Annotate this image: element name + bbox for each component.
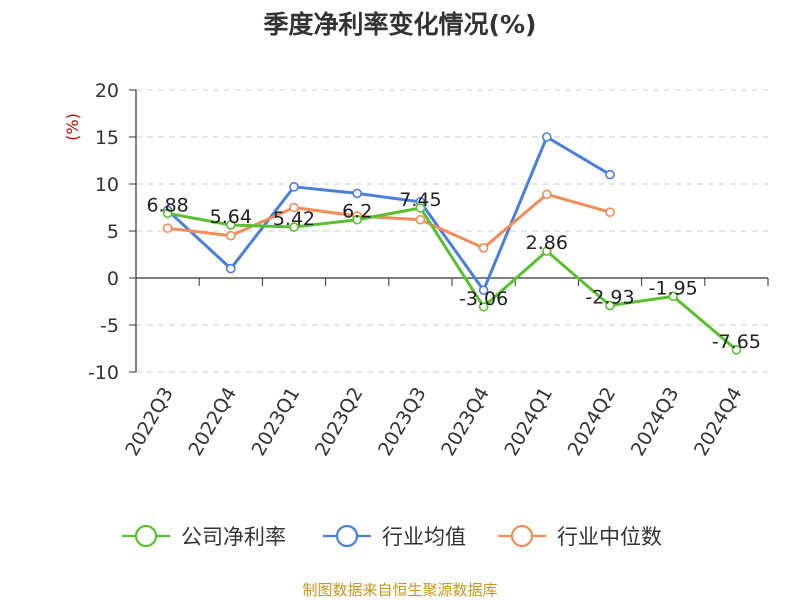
- data-point[interactable]: [541, 189, 552, 200]
- y-tick-label: 5: [107, 221, 119, 243]
- data-point[interactable]: [605, 300, 615, 311]
- data-point[interactable]: [289, 222, 299, 232]
- legend-label[interactable]: 行业中位数: [557, 525, 662, 549]
- x-tick-label: 2024Q3: [627, 384, 684, 460]
- data-label: 6.2: [342, 201, 372, 223]
- legend-marker: [134, 524, 158, 548]
- series-line: [167, 206, 738, 352]
- data-point[interactable]: [289, 182, 299, 192]
- y-tick-label: 15: [95, 127, 119, 149]
- source-note: 制图数据来自恒生聚源数据库: [302, 581, 497, 599]
- data-label: -2.93: [585, 287, 634, 309]
- data-point[interactable]: [162, 223, 173, 233]
- data-point[interactable]: [226, 230, 236, 241]
- x-tick-label: 2022Q3: [121, 384, 178, 460]
- legend[interactable]: 公司净利率 行业均值 行业中位数: [122, 524, 662, 549]
- data-label: -3.06: [459, 288, 508, 310]
- legend-label[interactable]: 公司净利率: [181, 525, 286, 549]
- data-point[interactable]: [605, 207, 615, 217]
- x-tick-label: 2024Q4: [690, 384, 747, 460]
- data-label: -1.95: [649, 277, 698, 299]
- x-tick-label: 2023Q1: [248, 384, 305, 460]
- data-label: 5.42: [273, 208, 315, 230]
- y-tick-label: 20: [95, 80, 119, 102]
- chart-title: 季度净利率变化情况(%): [264, 10, 537, 39]
- data-point[interactable]: [352, 214, 363, 225]
- data-point[interactable]: [289, 202, 299, 213]
- data-label: 7.45: [399, 189, 441, 211]
- data-point[interactable]: [226, 263, 236, 274]
- x-axis: 2022Q3 2022Q4 2023Q1 2023Q2 2023Q3 2023Q4 2024…: [121, 277, 769, 460]
- data-point[interactable]: [541, 132, 552, 142]
- data-point[interactable]: [541, 246, 552, 256]
- data-point[interactable]: [352, 188, 363, 199]
- y-axis-label: (%): [63, 113, 82, 141]
- x-tick-label: 2022Q4: [184, 384, 241, 460]
- data-point[interactable]: [731, 345, 742, 355]
- x-tick-label: 2023Q4: [437, 383, 494, 459]
- x-tick-label: 2023Q3: [374, 384, 431, 460]
- y-axis-ticks: 20 15 10 5 0 -5 -10: [88, 80, 137, 384]
- y-tick-label: -10: [88, 362, 119, 384]
- data-label: 6.88: [146, 194, 188, 216]
- series-lines: [162, 132, 742, 355]
- y-tick-label: 0: [107, 268, 119, 290]
- legend-marker: [510, 524, 534, 548]
- data-point[interactable]: [226, 220, 236, 230]
- data-point[interactable]: [605, 169, 615, 180]
- data-point[interactable]: [415, 214, 426, 225]
- data-point[interactable]: [162, 208, 173, 219]
- data-point[interactable]: [478, 301, 489, 312]
- y-tick-label: -5: [100, 315, 119, 337]
- data-label: -7.65: [712, 331, 761, 353]
- legend-label[interactable]: 行业均值: [382, 525, 466, 549]
- data-point[interactable]: [478, 285, 489, 296]
- x-tick-label: 2024Q2: [564, 384, 621, 460]
- data-label: 5.64: [210, 206, 252, 228]
- series-line: [166, 135, 611, 292]
- data-label: 2.86: [526, 232, 568, 254]
- data-point[interactable]: [415, 203, 426, 213]
- data-labels: 6.88 5.64 5.42 6.2 7.45 -3.06 2.86 -2.93 -1.95 -7…: [146, 189, 761, 353]
- series-line: [167, 192, 611, 250]
- data-point[interactable]: [668, 291, 679, 302]
- data-point[interactable]: [478, 243, 489, 253]
- legend-marker: [335, 524, 359, 548]
- x-tick-label: 2024Q1: [500, 384, 557, 460]
- x-tick-label: 2023Q2: [311, 384, 368, 460]
- y-tick-label: 10: [95, 174, 119, 196]
